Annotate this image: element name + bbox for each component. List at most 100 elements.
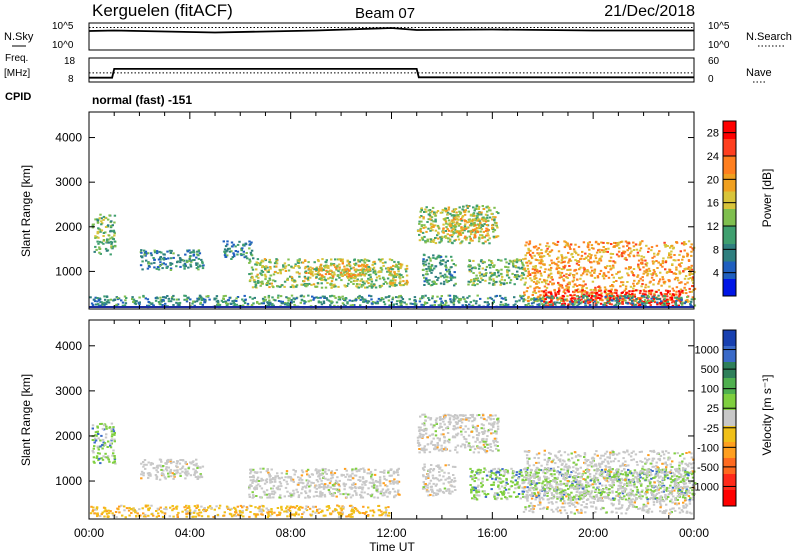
echo-cell <box>261 270 265 273</box>
echo-cell <box>490 428 493 431</box>
echo-cell <box>368 278 371 281</box>
echo-cell <box>198 264 201 267</box>
echo-cell <box>189 298 192 301</box>
echo-cell <box>668 252 671 255</box>
echo-cell <box>201 267 205 270</box>
echo-cell <box>649 293 653 296</box>
echo-cell <box>304 277 307 280</box>
echo-cell <box>439 263 442 266</box>
echo-cell <box>425 230 428 233</box>
echo-cell <box>428 279 431 282</box>
echo-cell <box>472 272 475 274</box>
echo-cell <box>548 268 552 271</box>
echo-cell <box>527 302 530 305</box>
echo-cell <box>690 298 694 301</box>
echo-cell <box>236 243 240 246</box>
echo-cell <box>633 285 636 287</box>
echo-cell <box>441 450 444 453</box>
echo-cell <box>526 275 530 278</box>
echo-cell <box>172 294 175 297</box>
echo-cell <box>549 497 552 500</box>
echo-cell <box>691 278 694 280</box>
echo-cell <box>527 297 530 300</box>
echo-cell <box>388 258 392 261</box>
echo-cell <box>443 280 446 283</box>
echo-cell <box>327 299 331 302</box>
echo-cell <box>309 272 312 275</box>
echo-cell <box>345 297 348 300</box>
echo-cell <box>636 274 640 277</box>
echo-cell <box>609 296 612 299</box>
echo-cell <box>292 286 295 289</box>
echo-cell <box>375 489 378 492</box>
echo-cell <box>333 492 336 495</box>
echo-cell <box>197 297 201 300</box>
echo-cell <box>395 471 398 474</box>
echo-cell <box>599 294 603 297</box>
echo-cell <box>201 262 204 265</box>
echo-cell <box>334 479 338 482</box>
echo-cell <box>659 264 662 267</box>
echo-cell <box>567 286 570 289</box>
echo-cell <box>366 286 369 289</box>
echo-cell <box>424 210 428 213</box>
echo-cell <box>630 250 633 253</box>
echo-cell <box>492 441 496 444</box>
echo-cell <box>573 294 576 297</box>
echo-cell <box>255 478 259 481</box>
echo-cell <box>687 266 691 269</box>
echo-cell <box>486 239 490 242</box>
echo-cell <box>142 461 145 463</box>
echo-cell <box>321 492 324 494</box>
echo-cell <box>356 278 359 281</box>
echo-cell <box>484 450 487 453</box>
echo-cell <box>172 304 175 306</box>
echo-cell <box>493 444 497 447</box>
echo-cell <box>383 471 386 474</box>
echo-cell <box>612 298 615 301</box>
echo-cell <box>495 430 498 433</box>
echo-cell <box>637 301 641 304</box>
echo-cell <box>320 303 324 306</box>
echo-cell <box>626 272 629 275</box>
echo-cell <box>110 224 113 227</box>
echo-cell <box>476 212 479 215</box>
echo-cell <box>163 296 166 299</box>
echo-cell <box>522 258 525 261</box>
echo-cell <box>610 267 613 270</box>
echo-cell <box>652 260 656 263</box>
echo-cell <box>319 492 322 495</box>
echo-cell <box>257 281 260 284</box>
echo-cell <box>266 468 269 471</box>
echo-cell <box>537 259 540 262</box>
echo-cell <box>155 296 159 299</box>
echo-cell <box>450 276 453 279</box>
echo-cell <box>621 281 625 284</box>
echo-cell <box>554 262 557 265</box>
echo-cell <box>525 304 529 307</box>
echo-cell <box>463 418 467 421</box>
echo-cell <box>344 285 347 288</box>
echo-cell <box>518 258 522 261</box>
echo-cell <box>262 467 265 470</box>
echo-cell <box>140 249 143 252</box>
echo-cell <box>187 472 190 475</box>
echo-cell <box>450 266 453 269</box>
echo-cell <box>540 248 543 251</box>
echo-cell <box>464 223 467 226</box>
echo-cell <box>611 284 614 286</box>
echo-cell <box>427 227 430 230</box>
echo-cell <box>511 272 514 275</box>
echo-cell <box>334 285 337 288</box>
echo-cell <box>166 461 169 463</box>
echo-cell <box>431 433 434 436</box>
echo-cell <box>243 256 246 259</box>
echo-cell <box>565 256 568 259</box>
echo-cell <box>235 297 238 300</box>
echo-cell <box>208 298 211 301</box>
echo-cell <box>160 251 163 254</box>
echo-cell <box>621 284 625 286</box>
echo-cell <box>576 278 579 281</box>
echo-cell <box>548 254 551 257</box>
echo-cell <box>383 478 386 480</box>
